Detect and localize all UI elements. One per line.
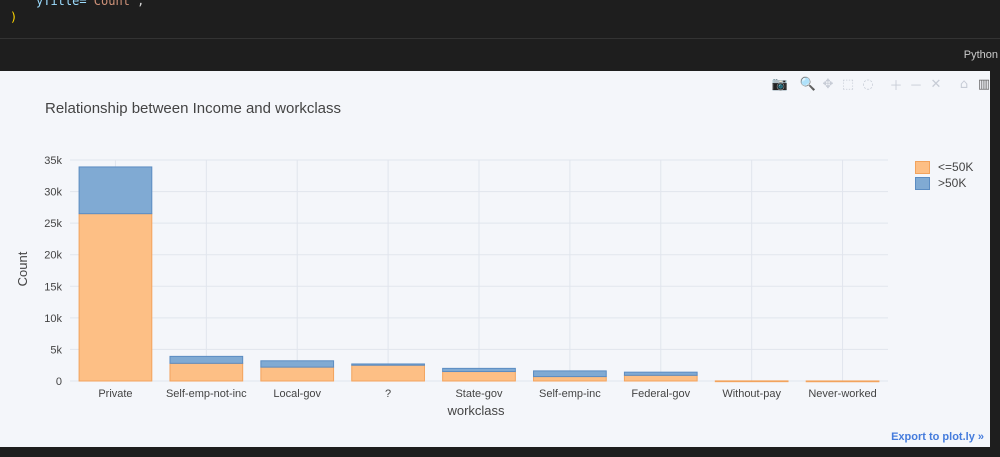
plot-output-panel: Relationship between Income and workclas…	[0, 71, 990, 447]
bar-gt50k-localgov[interactable]	[260, 360, 335, 368]
y-tick-label: 30k	[44, 187, 62, 199]
bar-le50k-private[interactable]	[78, 213, 153, 382]
x-tick-label: ?	[385, 388, 391, 400]
legend-label: <=50K	[938, 160, 974, 174]
code-line: yTitle='Count',	[36, 0, 144, 8]
plotly-logo-icon[interactable]: ▥	[977, 76, 991, 92]
box-select-icon[interactable]: ⬚	[841, 76, 855, 92]
y-tick-label: 10k	[44, 313, 62, 325]
code-token-string: 'Count'	[86, 0, 138, 8]
x-tick-label: State-gov	[455, 388, 503, 400]
y-tick-label: 25k	[44, 218, 62, 230]
x-tick-label: Federal-gov	[631, 388, 690, 400]
y-tick-label: 0	[56, 376, 62, 388]
y-tick-label: 35k	[44, 155, 62, 167]
bar-chart[interactable]: Relationship between Income and workclas…	[0, 71, 990, 447]
bar-gt50k-stategov[interactable]	[442, 367, 516, 373]
y-tick-label: 5k	[50, 344, 62, 356]
y-axis-ticks: 0 5k 10k 15k 20k 25k 30k 35k	[44, 155, 62, 388]
x-tick-label: Without-pay	[722, 388, 781, 400]
x-axis-label: workclass	[446, 403, 505, 418]
bar-le50k-selfempinc[interactable]	[533, 376, 607, 382]
plot-modebar: 📷 🔍 ✥ ⬚ ◌ ＋ － ✕ ⌂ ▥	[770, 75, 994, 94]
code-line-closing-paren: )	[10, 10, 18, 24]
x-tick-label: Private	[98, 388, 132, 400]
code-token-key: yTitle=	[36, 0, 87, 8]
x-tick-label: Local-gov	[273, 388, 321, 400]
pan-icon[interactable]: ✥	[822, 76, 834, 92]
chart-legend[interactable]: <=50K >50K	[915, 159, 973, 191]
y-tick-label: 15k	[44, 281, 62, 293]
legend-item[interactable]: >50K	[915, 175, 973, 191]
bar-le50k-[interactable]	[351, 364, 425, 382]
bar-gt50k-selfempnotinc[interactable]	[169, 355, 244, 364]
bars[interactable]	[78, 166, 880, 383]
bar-gt50k-selfempinc[interactable]	[533, 370, 607, 378]
legend-swatch	[915, 160, 930, 174]
chart-title: Relationship between Income and workclas…	[45, 100, 341, 117]
home-icon[interactable]: ⌂	[959, 76, 969, 92]
x-tick-label: Self-emp-not-inc	[166, 388, 247, 400]
legend-swatch	[915, 176, 930, 190]
bar-le50k-withoutpay[interactable]	[714, 380, 789, 383]
legend-item[interactable]: <=50K	[915, 159, 973, 175]
zoom-out-icon[interactable]: －	[909, 78, 923, 94]
editor-divider	[0, 38, 1000, 39]
x-tick-label: Self-emp-inc	[539, 388, 601, 400]
bar-le50k-federalgov[interactable]	[623, 374, 698, 382]
zoom-icon[interactable]: 🔍	[799, 76, 817, 92]
x-axis-ticks: Private Self-emp-not-inc Local-gov? State-g…	[98, 388, 876, 400]
legend-label: >50K	[938, 176, 967, 190]
code-editor[interactable]: yTitle='Count', )	[0, 0, 1000, 58]
bar-gt50k-federalgov[interactable]	[623, 371, 698, 376]
y-axis-label: Count	[15, 251, 30, 286]
bar-le50k-selfempnotinc[interactable]	[169, 362, 244, 382]
export-to-plotly-link[interactable]: Export to plot.ly »	[891, 431, 984, 443]
bar-gt50k-private[interactable]	[78, 166, 153, 215]
code-token-punctuation: ,	[137, 0, 145, 8]
x-tick-label: Never-worked	[808, 388, 876, 400]
autoscale-icon[interactable]: ✕	[930, 76, 942, 92]
camera-icon[interactable]: 📷	[771, 76, 789, 92]
cell-language-label[interactable]: Python	[963, 49, 998, 61]
bar-le50k-localgov[interactable]	[260, 366, 335, 382]
gridlines	[70, 159, 888, 382]
zoom-in-icon[interactable]: ＋	[889, 78, 903, 94]
bar-gt50k-[interactable]	[351, 363, 425, 366]
lasso-icon[interactable]: ◌	[862, 76, 874, 92]
bar-le50k-stategov[interactable]	[442, 371, 516, 382]
bar-le50k-neverworked[interactable]	[805, 380, 880, 383]
plot-background	[0, 71, 990, 447]
y-tick-label: 20k	[44, 250, 62, 262]
